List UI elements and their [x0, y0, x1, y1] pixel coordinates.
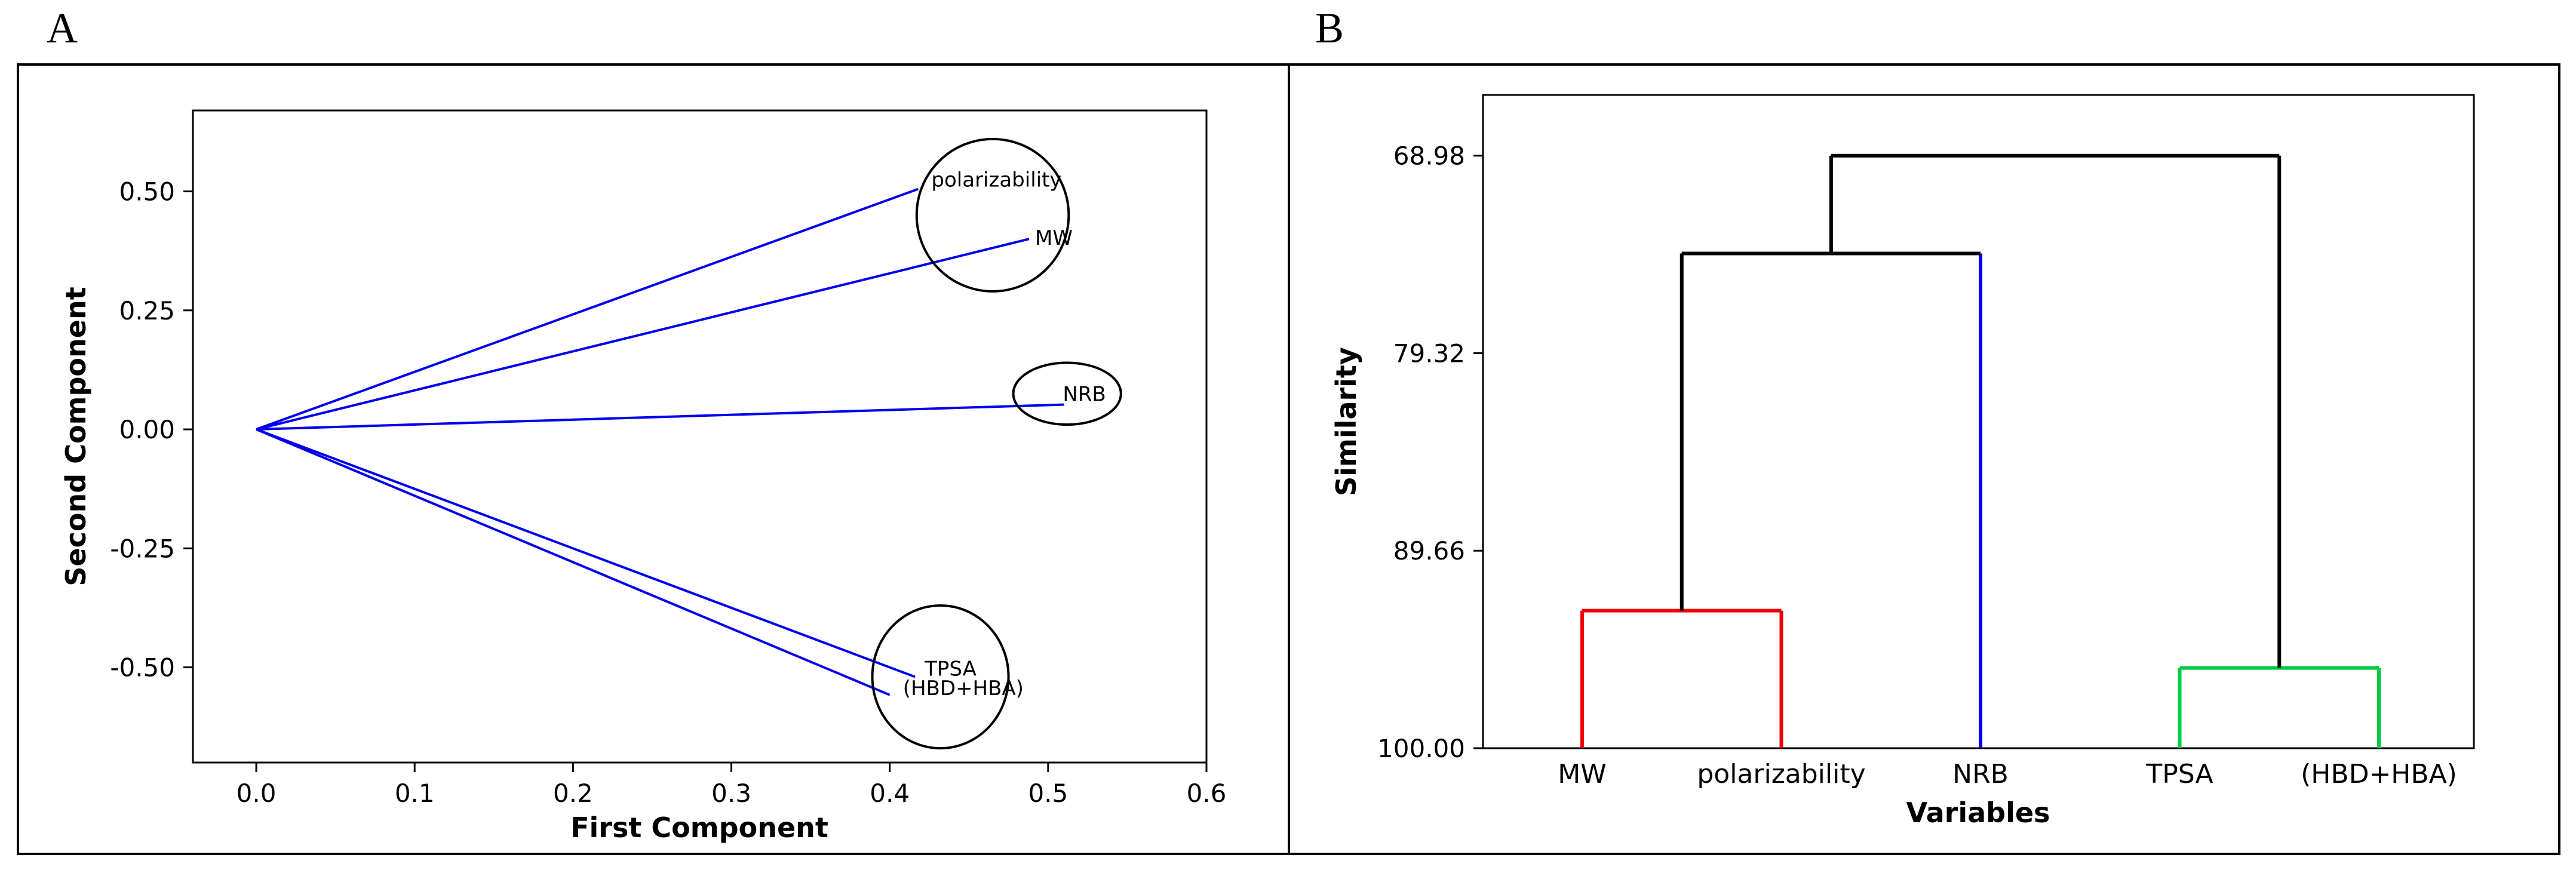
pca-group-ellipse [1012, 361, 1122, 426]
dendrogram-plot-area [1482, 94, 2475, 749]
pca-x-axis-label: First Component [570, 811, 828, 844]
pca-x-tick-label: 0.3 [711, 779, 751, 808]
dendrogram-y-tick-label: 68.98 [1393, 142, 1465, 171]
dendrogram-leaf-labels: MW polarizability NRB TPSA (HBD+HBA) [1558, 759, 2457, 789]
pca-group-ellipses [871, 137, 1122, 750]
pca-vector [256, 428, 916, 678]
dendrogram: 68.98 79.32 89.66 100.00 MW polarizability NR… [1330, 94, 2475, 829]
pca-x-tick-label: 0.5 [1028, 779, 1068, 808]
pca-vector-label: TPSA [924, 657, 977, 681]
pca-y-tick-label: 0.00 [119, 415, 175, 444]
dendrogram-y-tick-label: 79.32 [1393, 339, 1465, 368]
pca-x-tick-label: 0.1 [395, 779, 435, 808]
dendrogram-leaf-label: (HBD+HBA) [2301, 759, 2457, 789]
dendrogram-leaf-label: MW [1558, 759, 1606, 789]
pca-x-tick-label: 0.6 [1187, 779, 1227, 808]
pca-x-tick-label: 0.0 [237, 779, 277, 808]
pca-vector-label: (HBD+HBA) [903, 677, 1024, 700]
pca-y-tick-label: -0.25 [110, 534, 175, 563]
pca-y-axis: 0.50 0.25 0.00 -0.25 -0.50 [110, 177, 193, 683]
dendrogram-y-tick-label: 100.00 [1377, 734, 1465, 763]
pca-vector-label: polarizability [931, 168, 1061, 192]
pca-group-ellipse [871, 604, 1010, 750]
pca-group-ellipse [915, 137, 1070, 293]
pca-vector-label: NRB [1063, 383, 1106, 407]
pca-vector [256, 428, 891, 696]
pca-vector [256, 187, 919, 431]
pca-plot-area [192, 109, 1208, 764]
pca-x-axis: 0.0 0.1 0.2 0.3 0.4 0.5 0.6 [237, 763, 1227, 808]
dendrogram-y-tick-label: 89.66 [1393, 536, 1465, 565]
dendrogram-leaf-label: polarizability [1697, 759, 1865, 789]
pca-y-tick-label: -0.50 [110, 653, 175, 683]
dendrogram-y-axis: 68.98 79.32 89.66 100.00 [1377, 142, 1483, 763]
pca-y-tick-label: 0.25 [119, 296, 175, 325]
pca-y-axis-label: Second Component [60, 287, 92, 586]
panel-letter-b: B [1315, 4, 1344, 52]
panel-b-frame [1288, 63, 2560, 855]
panel-letter-a: A [47, 4, 78, 52]
pca-y-tick-label: 0.50 [119, 177, 175, 207]
dendrogram-leaf-label: NRB [1952, 759, 2009, 789]
dendrogram-links [1580, 153, 2381, 748]
pca-x-tick-label: 0.2 [553, 779, 593, 808]
pca-vector [256, 403, 1064, 431]
dendrogram-y-axis-label: Similarity [1330, 347, 1362, 496]
dendrogram-leaf-label: TPSA [2145, 759, 2213, 789]
dendrogram-x-axis-label: Variables [1906, 797, 2050, 829]
pca-x-tick-label: 0.4 [870, 779, 910, 808]
pca-loading-plot: 0.0 0.1 0.2 0.3 0.4 0.5 0.6 0.50 0.25 0.00 -0.25 -… [60, 109, 1227, 844]
panel-a-frame [17, 63, 1290, 855]
pca-vector [256, 238, 1030, 431]
